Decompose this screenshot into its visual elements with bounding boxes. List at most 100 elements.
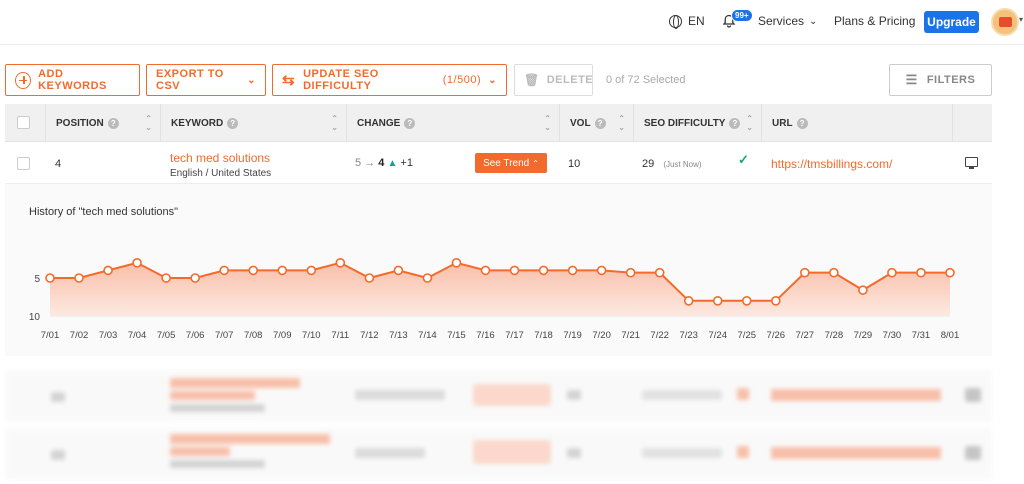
sort-icon[interactable]: ⌃ ⌄ [331,114,338,132]
x-tick-label: 7/22 [650,330,669,341]
add-keywords-button[interactable]: ADD KEYWORDS [5,64,140,96]
data-point[interactable] [683,295,694,306]
data-point[interactable] [654,267,665,278]
data-point[interactable] [480,265,491,276]
data-point[interactable] [306,265,317,276]
header-change-label: CHANGE [357,117,401,129]
header-url[interactable]: URL? [761,104,952,142]
data-point[interactable] [858,285,868,295]
row-change: 5 → 4 ▲ +1 [355,157,413,169]
data-point[interactable] [451,257,462,268]
see-trend-label: See Trend [483,157,530,169]
help-icon[interactable]: ? [796,117,808,129]
monitor-icon[interactable] [965,157,978,169]
header-keyword-label: KEYWORD [171,117,224,129]
data-point[interactable] [712,295,723,306]
header-keyword[interactable]: KEYWORD? ⌃ ⌄ [160,104,346,142]
data-point[interactable] [277,265,288,276]
help-icon[interactable]: ? [594,117,606,129]
data-point[interactable] [567,265,578,276]
select-all-checkbox[interactable] [17,116,30,129]
data-point[interactable] [364,273,375,283]
data-point[interactable] [887,267,897,278]
chevron-down-icon: ⌄ [809,15,818,27]
data-point[interactable] [509,265,520,276]
help-icon[interactable]: ? [729,117,741,129]
filters-button[interactable]: ☰ FILTERS [889,64,992,96]
help-icon[interactable]: ? [107,117,119,129]
table-row [5,428,992,480]
plans-pricing-link[interactable]: Plans & Pricing [834,14,915,28]
data-point[interactable] [45,273,55,283]
help-icon[interactable]: ? [404,117,416,129]
x-tick-label: 7/07 [215,330,234,341]
notification-badge: 99+ [731,9,753,22]
data-point[interactable] [945,267,955,278]
services-menu[interactable]: Services ⌄ [758,14,817,28]
data-point[interactable] [190,273,200,283]
data-point[interactable] [625,267,636,278]
refresh-icon: ⇆ [282,72,296,89]
data-point[interactable] [538,265,549,276]
data-point[interactable] [916,267,926,278]
row-vol: 10 [568,158,581,170]
data-point[interactable] [829,267,839,278]
data-point[interactable] [132,257,142,268]
keyword-link[interactable]: tech med solutions [170,151,271,165]
data-point[interactable] [219,265,229,276]
header-position-label: POSITION [56,117,104,129]
add-keywords-label: ADD KEYWORDS [38,68,107,92]
sort-icon[interactable]: ⌃ ⌄ [145,114,152,132]
avatar[interactable] [991,8,1019,36]
header-seo-difficulty[interactable]: SEO DIFFICULTY? ⌃ ⌄ [633,104,761,142]
upgrade-button[interactable]: Upgrade [924,11,979,33]
data-point[interactable] [74,273,84,283]
x-tick-label: 7/26 [767,330,786,341]
update-count: (1/500) [442,74,482,86]
sort-icon[interactable]: ⌃ ⌄ [618,114,625,132]
row-position: 4 [55,158,62,170]
data-point[interactable] [335,257,346,268]
chevron-down-icon: ⌄ [247,74,256,86]
header-actions [952,104,992,142]
row-checkbox[interactable] [17,157,30,170]
arrow-right-icon: → [364,157,379,169]
sort-icon[interactable]: ⌃ ⌄ [746,114,753,132]
data-point[interactable] [393,265,404,276]
help-icon[interactable]: ? [227,117,239,129]
data-point[interactable] [800,267,810,278]
data-point[interactable] [161,273,171,283]
difficulty-value: 29 [642,158,655,170]
header-vol[interactable]: VOL? ⌃ ⌄ [559,104,633,142]
data-point[interactable] [771,295,781,306]
language-selector[interactable]: EN [669,14,705,29]
sliders-icon: ☰ [905,72,918,87]
header-position[interactable]: POSITION? ⌃ ⌄ [45,104,160,142]
update-seo-difficulty-button[interactable]: ⇆ UPDATE SEO DIFFICULTY (1/500) ⌄ [272,64,507,96]
data-point[interactable] [596,265,607,276]
data-point[interactable] [422,273,433,283]
export-csv-button[interactable]: EXPORT TO CSV ⌄ [146,64,266,96]
x-tick-label: 7/11 [331,330,349,341]
data-point[interactable] [741,295,752,306]
export-csv-label: EXPORT TO CSV [156,68,224,92]
x-tick-label: 7/30 [883,330,902,341]
series-line [50,261,950,302]
x-tick-label: 7/17 [505,330,524,341]
x-tick-label: 7/31 [912,330,931,341]
difficulty-note: (Just Now) [663,160,702,169]
data-point[interactable] [248,265,259,276]
row-url[interactable]: https://tmsbillings.com/ [771,157,893,171]
x-tick-label: 7/24 [708,330,727,341]
delete-button[interactable]: 🗑 DELETE [514,64,593,96]
x-tick-label: 7/01 [41,330,60,341]
x-tick-label: 7/14 [418,330,437,341]
data-point[interactable] [103,265,113,276]
see-trend-button[interactable]: See Trend ⌃ [475,153,547,173]
chevron-down-icon[interactable]: ▾ [1019,15,1024,24]
header-change[interactable]: CHANGE? ⌃ ⌄ [346,104,559,142]
x-tick-label: 7/20 [592,330,611,341]
x-tick-label: 7/08 [244,330,263,341]
sort-icon[interactable]: ⌃ ⌄ [544,114,551,132]
x-tick-label: 7/12 [360,330,379,341]
